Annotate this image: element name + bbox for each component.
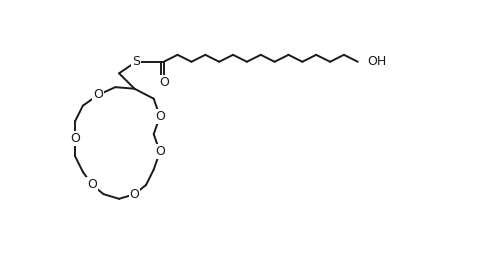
Text: O: O — [129, 188, 139, 201]
Text: O: O — [93, 88, 103, 101]
Text: O: O — [87, 179, 97, 191]
Text: O: O — [155, 145, 165, 158]
Text: O: O — [158, 76, 168, 89]
Text: OH: OH — [366, 55, 385, 68]
Text: O: O — [70, 132, 80, 145]
Text: S: S — [132, 55, 140, 68]
Text: O: O — [155, 110, 165, 123]
